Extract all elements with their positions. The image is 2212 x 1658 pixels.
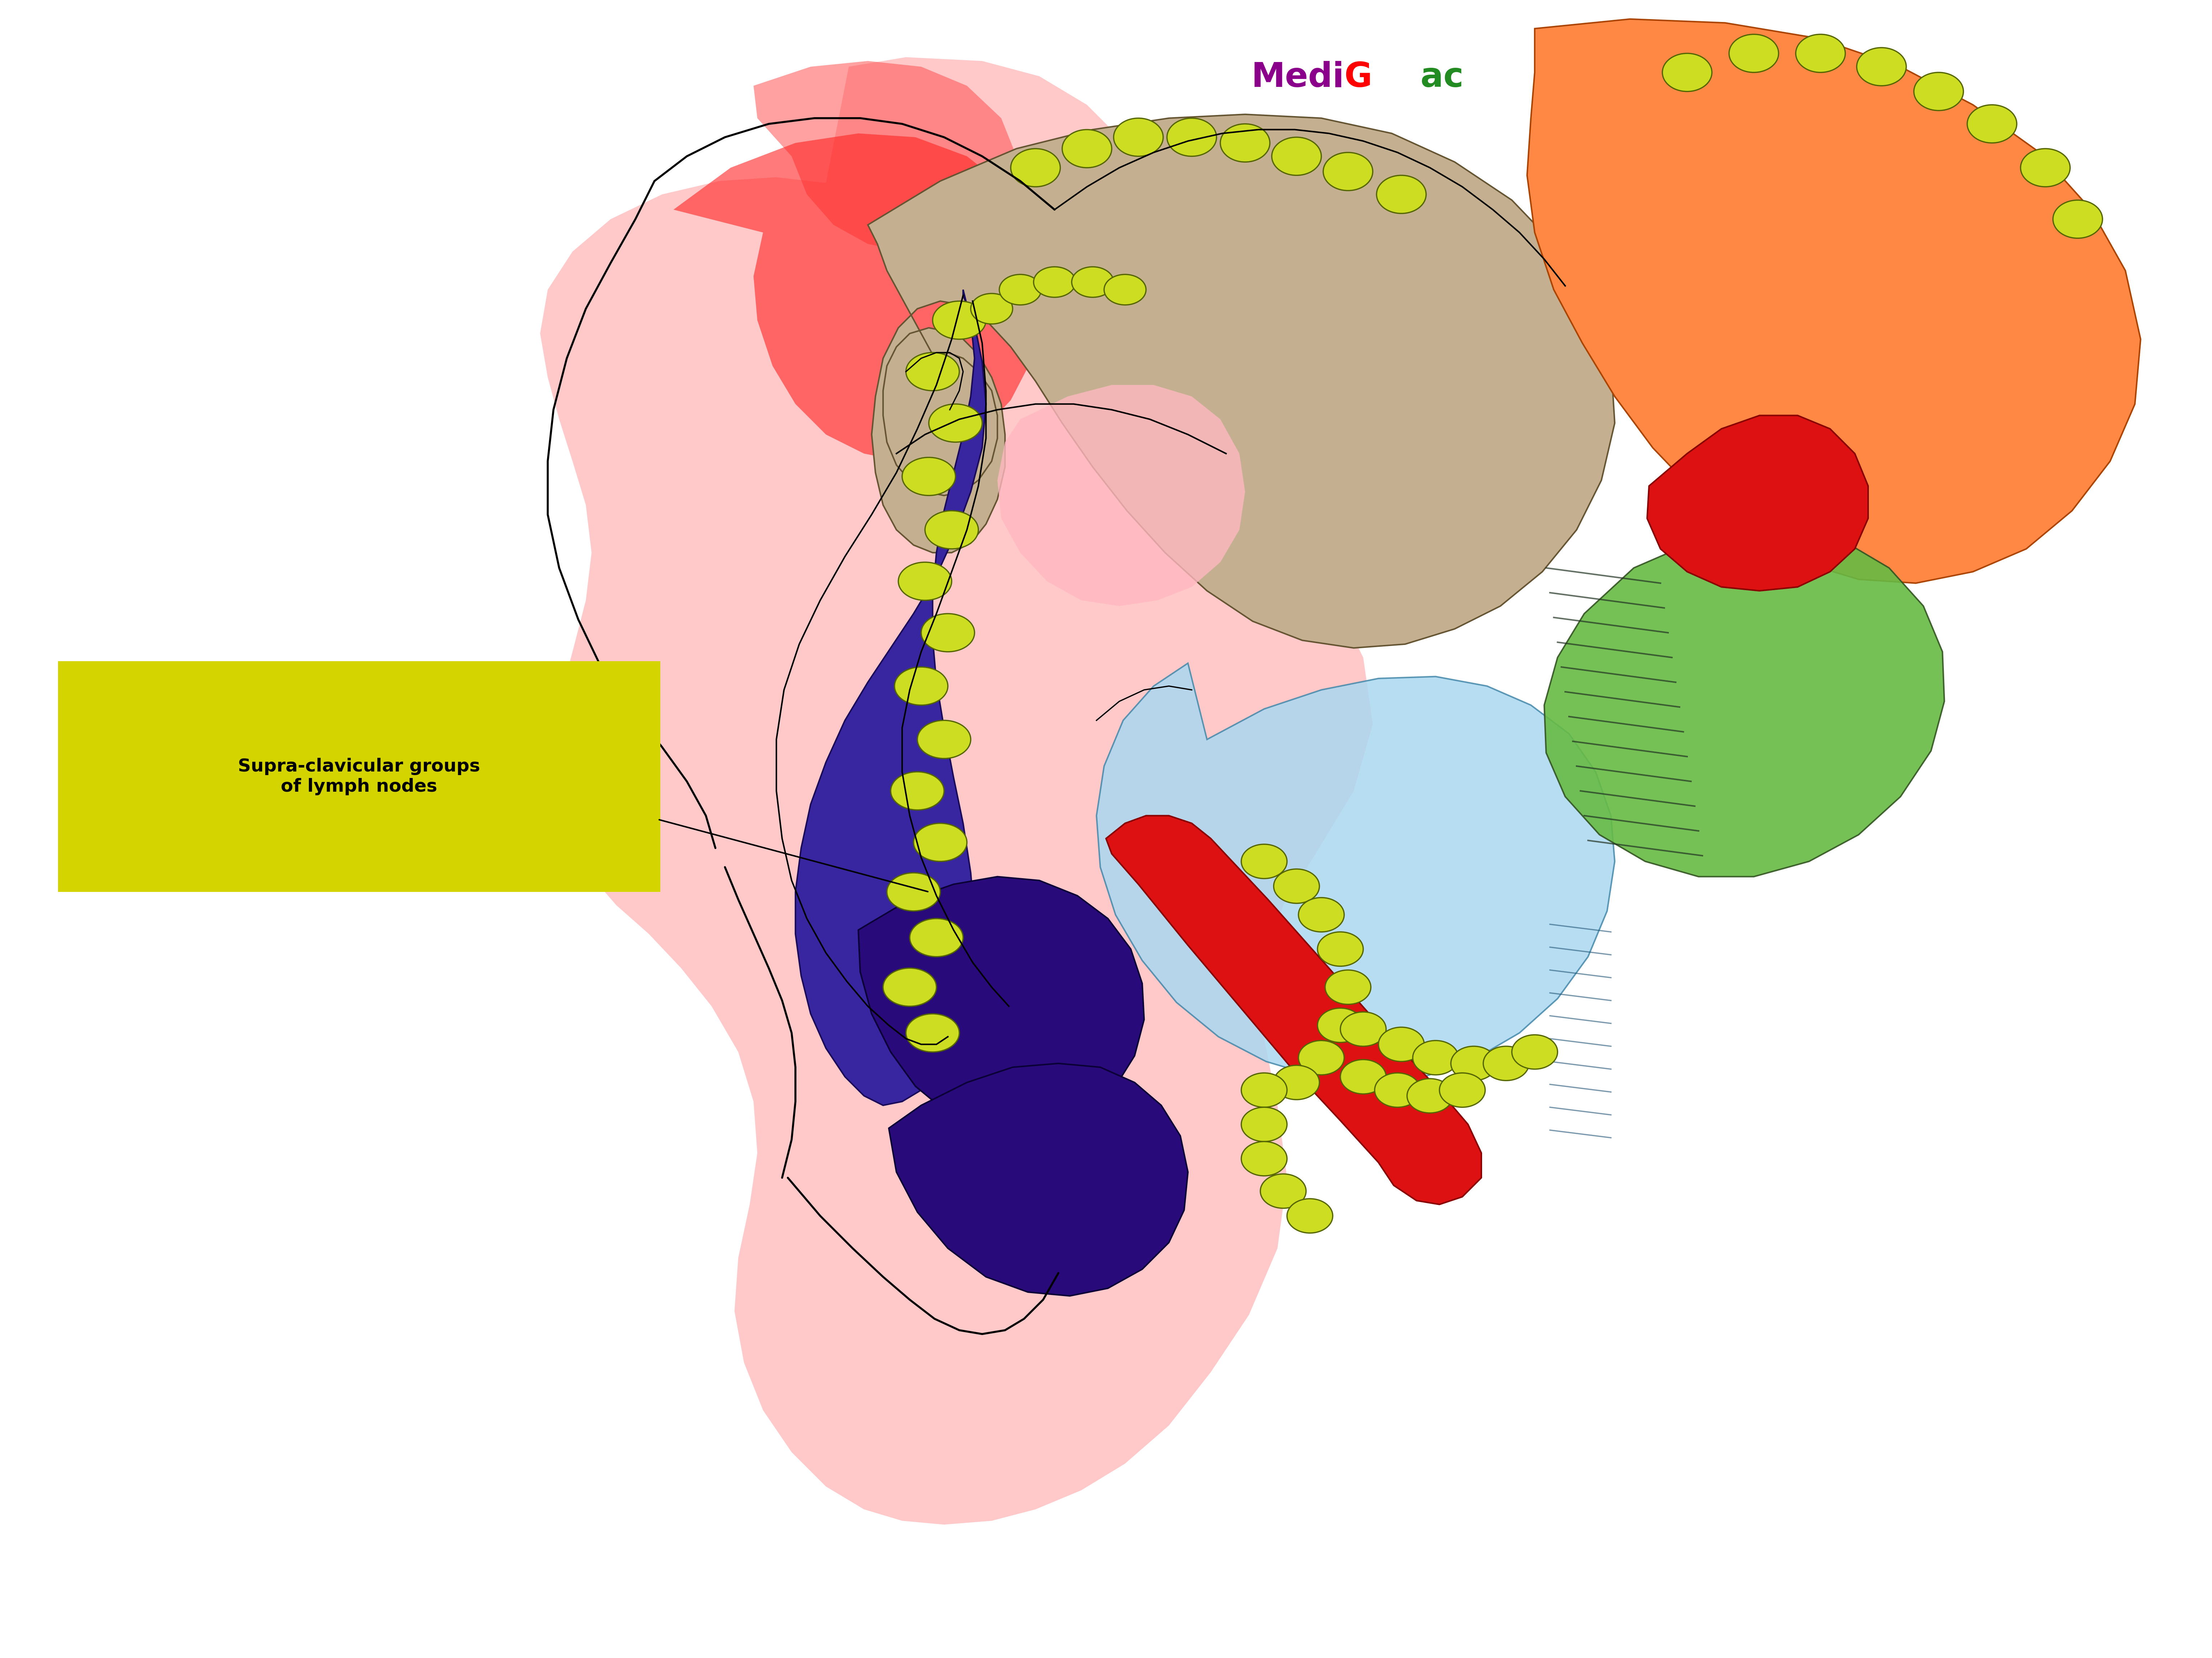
Ellipse shape — [1287, 1199, 1334, 1234]
Text: G: G — [1345, 61, 1371, 95]
Ellipse shape — [1104, 275, 1146, 305]
Text: Medi: Medi — [1252, 61, 1345, 95]
Ellipse shape — [933, 302, 987, 340]
Polygon shape — [1097, 663, 1615, 1083]
Ellipse shape — [1261, 1174, 1305, 1209]
Ellipse shape — [2020, 149, 2070, 187]
Ellipse shape — [929, 405, 982, 443]
Ellipse shape — [1413, 1041, 1458, 1074]
Ellipse shape — [883, 968, 936, 1006]
Ellipse shape — [1378, 1028, 1425, 1061]
Polygon shape — [889, 1063, 1188, 1297]
Polygon shape — [858, 877, 1144, 1134]
Ellipse shape — [1033, 267, 1075, 297]
Ellipse shape — [1376, 176, 1427, 214]
Ellipse shape — [898, 562, 951, 600]
Polygon shape — [1526, 18, 2141, 584]
Polygon shape — [867, 114, 1615, 648]
Ellipse shape — [1062, 129, 1113, 167]
Ellipse shape — [1440, 1073, 1484, 1108]
Ellipse shape — [907, 353, 960, 391]
Ellipse shape — [1241, 1108, 1287, 1142]
Ellipse shape — [1323, 153, 1374, 191]
Polygon shape — [1648, 416, 1869, 590]
Ellipse shape — [1856, 48, 1907, 86]
Ellipse shape — [1913, 73, 1964, 111]
Text: ac: ac — [1420, 61, 1464, 95]
Ellipse shape — [1241, 1073, 1287, 1108]
Ellipse shape — [1340, 1059, 1387, 1094]
Ellipse shape — [1407, 1079, 1453, 1113]
Text: Supra-clavicular groups
of lymph nodes: Supra-clavicular groups of lymph nodes — [239, 758, 480, 796]
Ellipse shape — [1318, 1008, 1363, 1043]
Ellipse shape — [925, 511, 978, 549]
Ellipse shape — [914, 824, 967, 862]
Polygon shape — [754, 61, 1018, 252]
Ellipse shape — [1298, 1041, 1345, 1074]
Ellipse shape — [2053, 201, 2101, 239]
Polygon shape — [540, 56, 1374, 1525]
Ellipse shape — [1340, 1011, 1387, 1046]
Ellipse shape — [918, 720, 971, 758]
Ellipse shape — [1000, 275, 1042, 305]
Ellipse shape — [891, 773, 945, 811]
Ellipse shape — [971, 293, 1013, 323]
Ellipse shape — [1168, 118, 1217, 156]
FancyBboxPatch shape — [58, 662, 659, 892]
Ellipse shape — [894, 667, 949, 705]
Ellipse shape — [1241, 1142, 1287, 1176]
Ellipse shape — [887, 872, 940, 910]
Polygon shape — [1106, 816, 1482, 1204]
Ellipse shape — [1113, 118, 1164, 156]
Ellipse shape — [1966, 104, 2017, 143]
Ellipse shape — [1374, 1073, 1420, 1108]
Ellipse shape — [902, 458, 956, 496]
Ellipse shape — [1451, 1046, 1498, 1081]
Polygon shape — [796, 290, 987, 1106]
Ellipse shape — [1274, 869, 1318, 904]
Ellipse shape — [1663, 53, 1712, 91]
Ellipse shape — [1274, 1066, 1318, 1099]
Polygon shape — [998, 385, 1245, 607]
Ellipse shape — [1298, 897, 1345, 932]
Ellipse shape — [907, 1013, 960, 1051]
Ellipse shape — [1221, 124, 1270, 162]
Ellipse shape — [1796, 35, 1845, 73]
Ellipse shape — [920, 613, 975, 652]
Ellipse shape — [909, 919, 962, 957]
Polygon shape — [1544, 531, 1944, 877]
Ellipse shape — [1325, 970, 1371, 1005]
Ellipse shape — [1730, 35, 1778, 73]
Ellipse shape — [1484, 1046, 1528, 1081]
Ellipse shape — [1272, 138, 1321, 176]
Ellipse shape — [1071, 267, 1113, 297]
Ellipse shape — [1511, 1035, 1557, 1069]
Polygon shape — [672, 133, 1048, 461]
Ellipse shape — [1318, 932, 1363, 967]
Ellipse shape — [1011, 149, 1060, 187]
Ellipse shape — [1241, 844, 1287, 879]
